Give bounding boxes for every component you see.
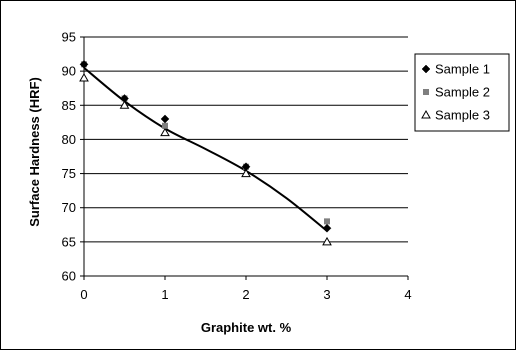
data-point-sample-3: [79, 72, 89, 82]
trendline-layer: [83, 66, 328, 232]
y-tick-label: 75: [62, 166, 76, 181]
data-points: [79, 59, 332, 246]
x-tick-label: 0: [80, 287, 87, 302]
y-tick-label: 80: [62, 132, 76, 147]
legend-label: Sample 1: [435, 62, 490, 77]
data-point-sample-3: [119, 100, 130, 109]
data-point-sample-1: [241, 162, 251, 172]
y-tick-label: 95: [62, 30, 76, 45]
y-tick-label: 65: [62, 234, 76, 249]
x-tick-label: 4: [404, 287, 411, 302]
y-tick-label: 70: [62, 200, 76, 215]
legend-marker: [421, 109, 431, 119]
legend-label: Sample 3: [435, 108, 490, 123]
data-point-sample-1: [322, 223, 332, 233]
x-tick-label: 3: [323, 287, 330, 302]
data-point-sample-3: [160, 127, 170, 137]
legend-items: Sample 1 Sample 2 Sample 3: [421, 62, 490, 123]
data-point-sample-2: [162, 122, 168, 129]
legend-label: Sample 2: [435, 85, 490, 100]
trendline: [83, 66, 328, 232]
plot-area: [83, 36, 408, 277]
data-point-sample-2: [324, 218, 330, 225]
x-tick-label: 2: [242, 287, 249, 302]
y-axis-title: Surface Hardness (HRF): [27, 77, 42, 227]
axis-ticks: 60 65 70 75 80 85 90 95 0 1 2 3 4: [62, 30, 412, 303]
x-axis-title: Graphite wt. %: [201, 320, 292, 335]
legend: Sample 1 Sample 2 Sample 3: [414, 53, 510, 132]
legend-marker: [421, 64, 431, 74]
x-tick-label: 1: [161, 287, 168, 302]
data-point-sample-1: [160, 114, 170, 124]
data-point-sample-1: [79, 59, 89, 69]
data-point-sample-3: [241, 168, 251, 178]
y-tick-label: 60: [62, 269, 76, 284]
data-point-sample-3: [322, 236, 332, 246]
data-point-sample-1: [120, 94, 129, 103]
y-tick-label: 85: [62, 98, 76, 113]
y-tick-label: 90: [62, 64, 76, 79]
legend-marker: [423, 89, 429, 95]
